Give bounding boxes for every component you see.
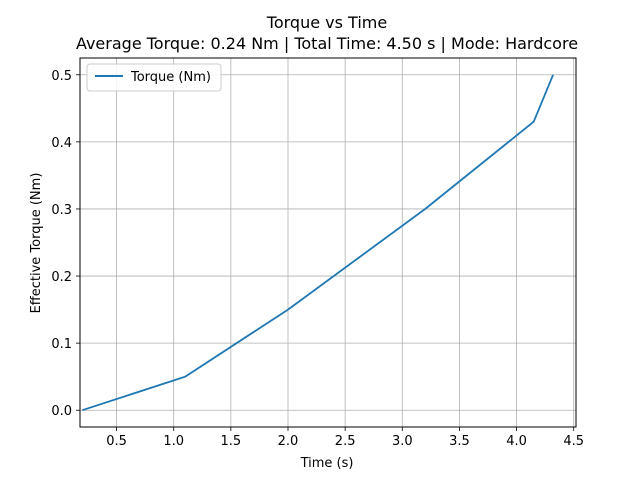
legend-box (86, 63, 222, 92)
x-tick-label: 1.0 (163, 434, 184, 449)
x-tick-label: 2.0 (278, 434, 299, 449)
chart-subtitle: Average Torque: 0.24 Nm | Total Time: 4.… (76, 34, 578, 53)
y-tick-label: 0.5 (51, 69, 72, 84)
y-tick-label: 0.1 (51, 337, 72, 352)
y-axis-label: Effective Torque (Nm) (29, 173, 44, 314)
legend-label: Torque (Nm) (130, 70, 211, 85)
x-axis-label: Time (s) (300, 456, 354, 471)
x-tick-label: 3.0 (392, 434, 413, 449)
series-line-torque (82, 74, 554, 412)
x-tick-label: 4.5 (563, 434, 584, 449)
x-tick-label: 4.0 (506, 434, 527, 449)
x-tick-label: 1.5 (221, 434, 242, 449)
y-tick-label: 0.0 (51, 404, 72, 419)
series-layer (82, 74, 554, 412)
grid-lines (80, 58, 576, 427)
legend: Torque (Nm) (86, 63, 222, 92)
y-tick-label: 0.3 (51, 203, 72, 218)
x-tick-label: 0.5 (106, 434, 127, 449)
x-tick-label: 3.5 (449, 434, 470, 449)
axis-ticks: 0.5 1.0 1.5 2.0 2.5 3.0 3.5 4.0 4.5 0.0 0.1 0.2 0.3 0… (51, 69, 584, 449)
x-tick-label: 2.5 (335, 434, 356, 449)
chart-title: Torque vs Time (266, 13, 387, 32)
y-tick-label: 0.2 (51, 270, 72, 285)
y-tick-label: 0.4 (51, 136, 72, 151)
plot-frame (79, 57, 577, 428)
